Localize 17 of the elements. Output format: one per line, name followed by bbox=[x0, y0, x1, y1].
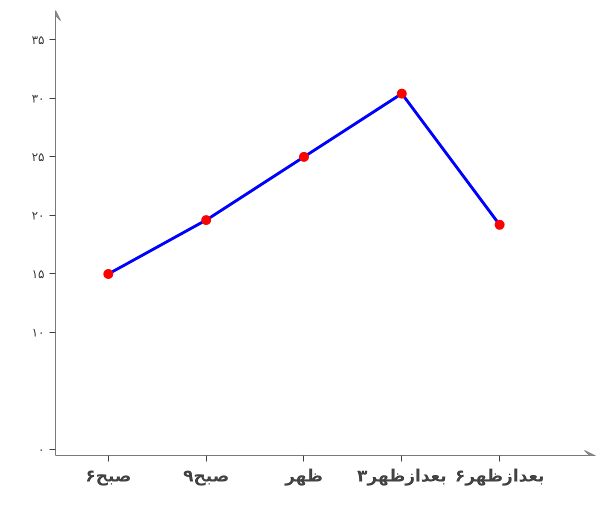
x-tick-label: ۶بعدازظهر bbox=[454, 466, 544, 486]
y-tick-label: ۱۰ bbox=[32, 326, 44, 340]
point bbox=[103, 268, 114, 279]
x-tick-label: ۳بعدازظهر bbox=[357, 466, 447, 486]
y-tick-label: ۰ bbox=[38, 442, 45, 457]
x-tick-label: ۹صبح bbox=[183, 466, 230, 486]
x-tick-label: ظهر bbox=[284, 466, 323, 486]
y-tick-label: ۲۰ bbox=[32, 208, 44, 222]
x-tick-label: ۶صبح bbox=[85, 466, 132, 486]
point bbox=[298, 152, 309, 162]
y-tick-label: ۳۰ bbox=[32, 91, 44, 106]
point bbox=[396, 88, 407, 99]
y-tick-label: ۳۵ bbox=[32, 32, 44, 47]
y-tick-label: ۱۵ bbox=[32, 266, 44, 281]
point bbox=[494, 220, 505, 230]
y-tick-label: ۲۵ bbox=[32, 150, 44, 164]
point bbox=[201, 215, 212, 226]
